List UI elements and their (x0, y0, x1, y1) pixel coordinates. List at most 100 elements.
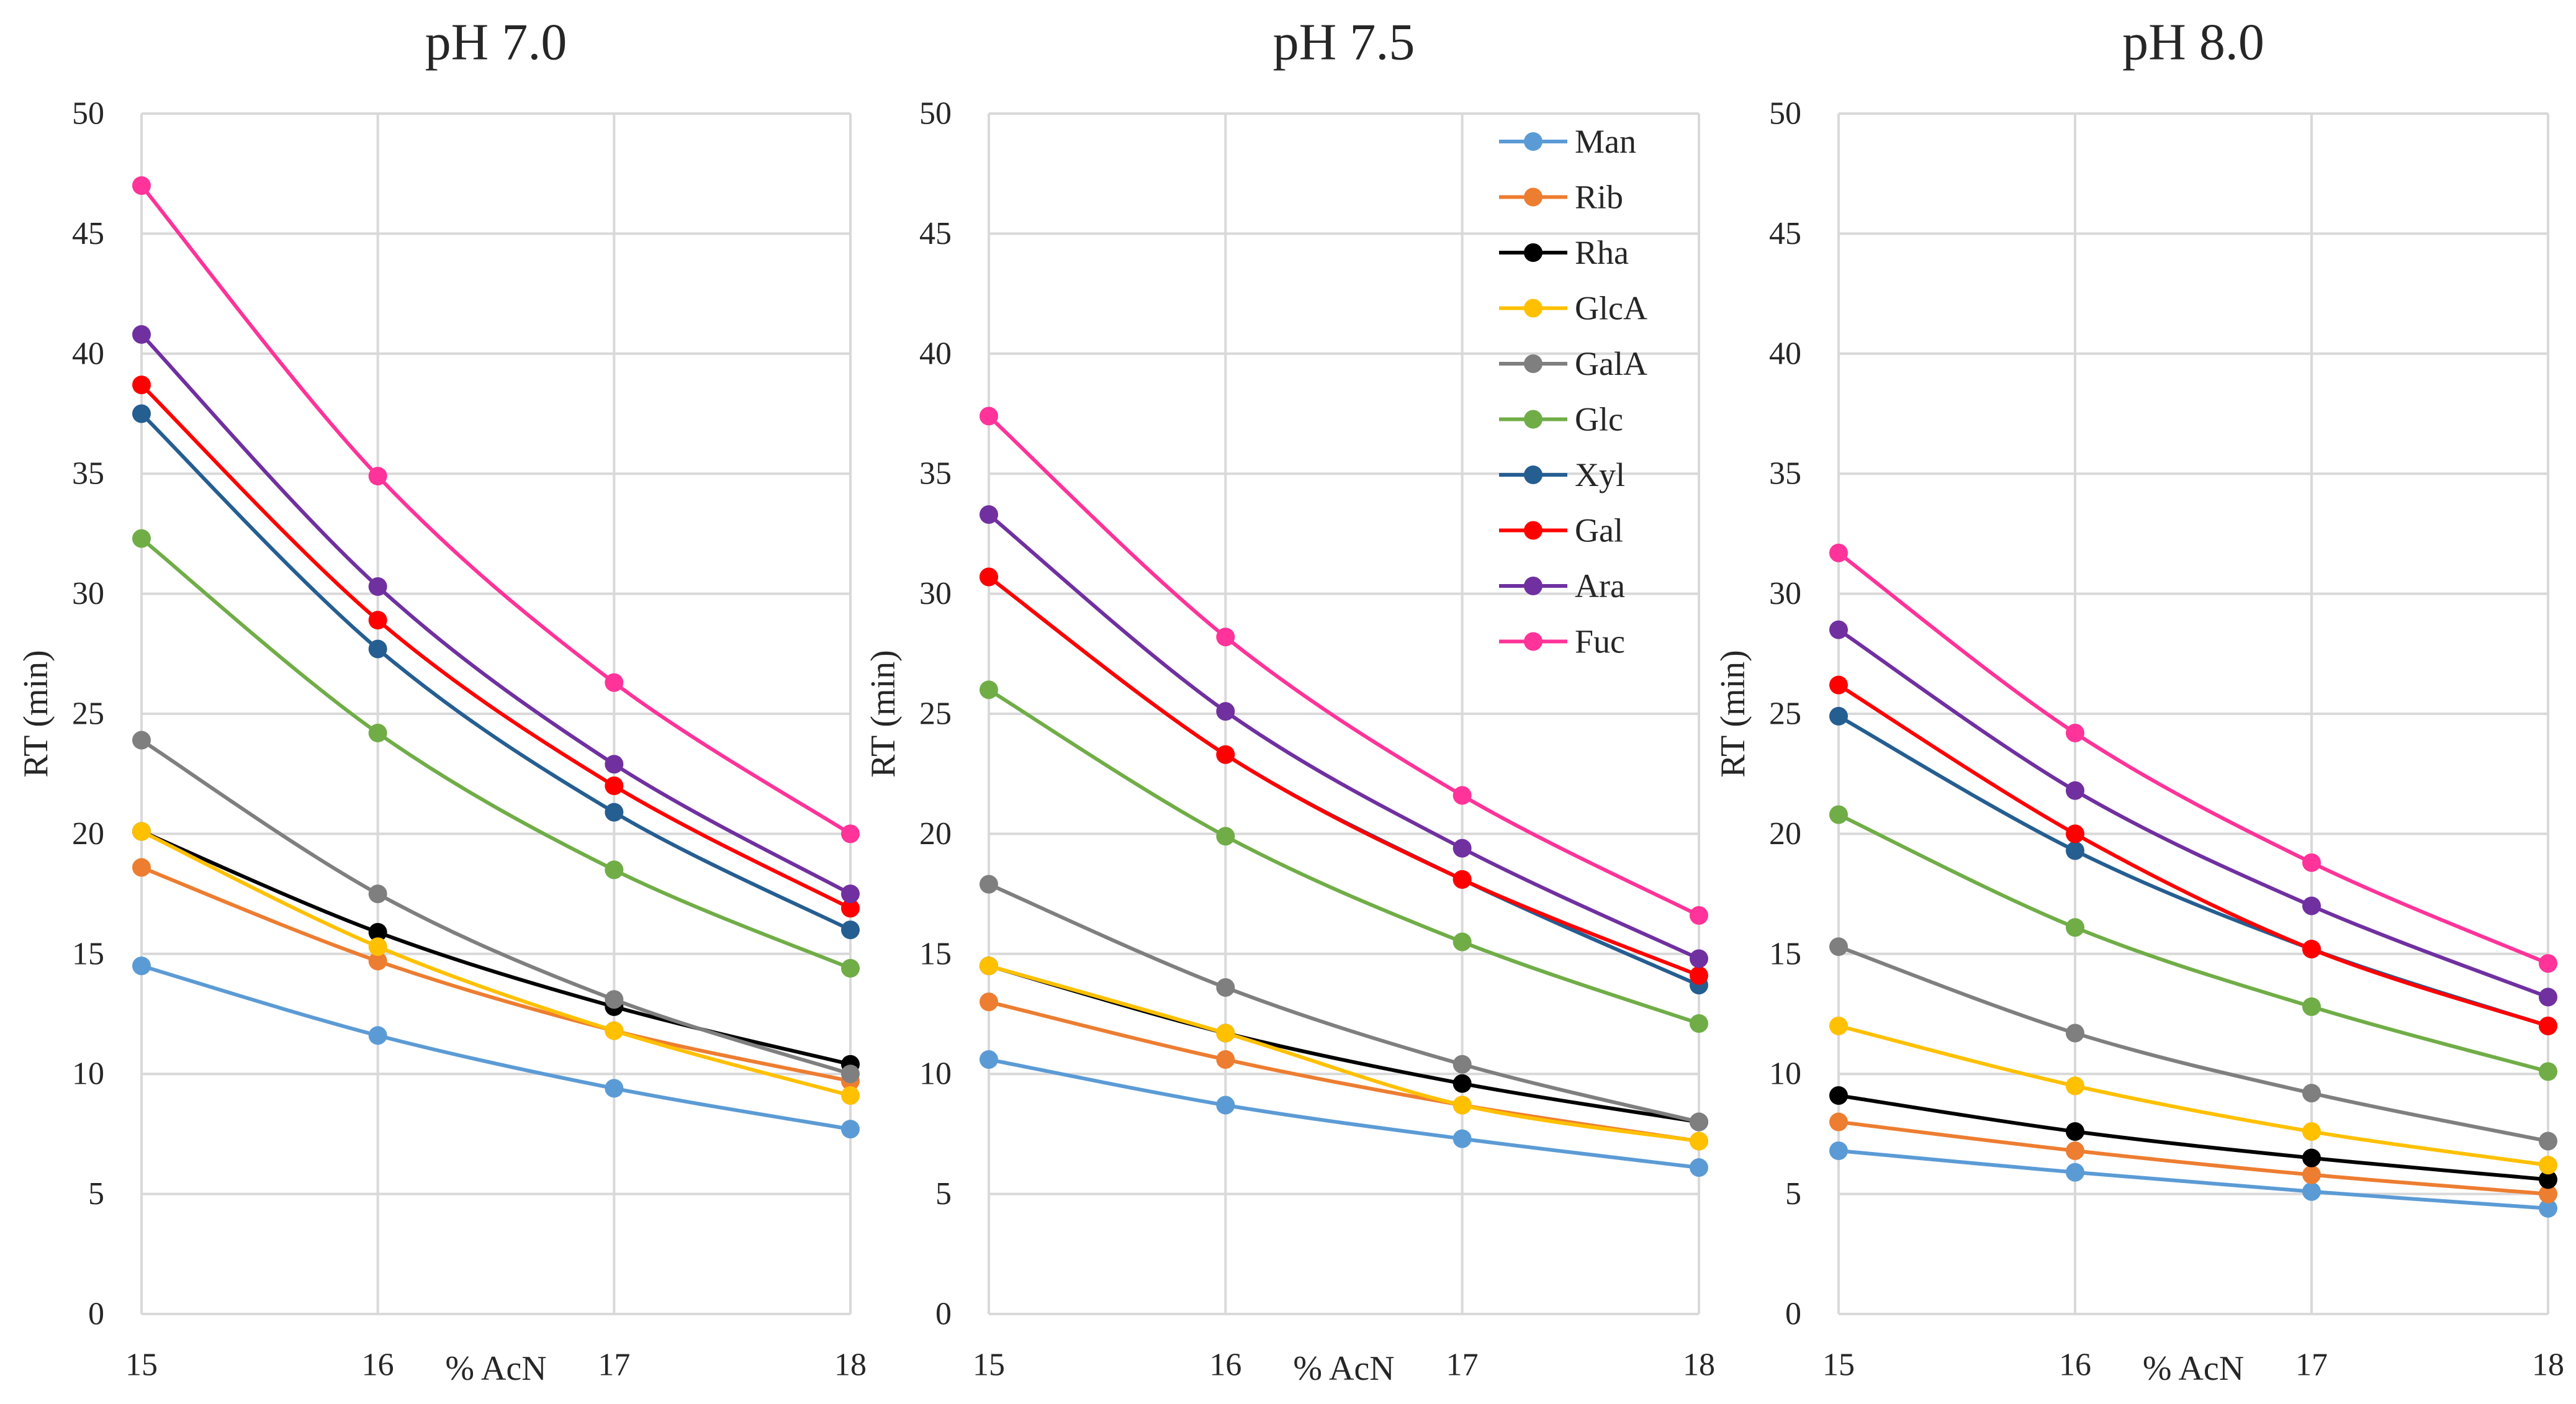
legend-item: Ara (1499, 567, 1625, 605)
series-gala (980, 875, 1708, 1132)
chart-panel: pH 8.0 0 5 10 15 20 25 30 35 40 45 50 15 16 17 18 % AcN R… (1714, 14, 2564, 1388)
y-tick-label: 10 (72, 1056, 104, 1092)
legend: Man Rib Rha GlcA GalA Glc Xyl Gal Ara Fuc (1499, 123, 1647, 660)
legend-swatch-marker (1524, 243, 1542, 262)
data-point (1452, 786, 1472, 805)
data-point (2302, 997, 2321, 1016)
y-axis-label: RT (min) (1714, 650, 1752, 778)
series-xyl (132, 404, 860, 940)
chart-title: pH 8.0 (2122, 14, 2264, 71)
data-point (368, 577, 387, 596)
series-ara (980, 505, 1708, 968)
series-line (1838, 1120, 2549, 1196)
x-tick-label: 18 (834, 1348, 867, 1383)
data-point (1829, 1086, 1848, 1105)
data-point (980, 875, 998, 894)
series-man (132, 956, 860, 1139)
data-point (132, 858, 151, 877)
legend-label: Fuc (1575, 623, 1625, 660)
data-point (2066, 1141, 2084, 1160)
data-point (1829, 543, 1848, 562)
legend-label: Xyl (1575, 456, 1625, 493)
series-fuc (132, 176, 860, 844)
data-point (1829, 805, 1848, 824)
data-point (132, 822, 151, 841)
data-point (1829, 937, 1848, 956)
x-tick-label: 17 (2295, 1348, 2328, 1383)
series-line (140, 383, 852, 910)
series-rib (1829, 1112, 2557, 1204)
data-point (841, 884, 860, 904)
legend-swatch-marker (1524, 187, 1542, 207)
y-tick-label: 15 (1769, 936, 1801, 971)
data-point (1452, 870, 1472, 889)
data-point (2539, 1062, 2557, 1081)
x-tick-label: 15 (1822, 1348, 1855, 1383)
x-tick-label: 18 (2532, 1348, 2564, 1383)
data-point (1690, 1158, 1708, 1177)
data-point (980, 992, 998, 1012)
y-tick-label: 25 (72, 696, 104, 732)
legend-label: Rha (1575, 234, 1629, 271)
data-point (1216, 827, 1235, 846)
x-axis-label: % AcN (2143, 1349, 2244, 1388)
data-point (841, 1064, 860, 1084)
data-point (2302, 1165, 2321, 1184)
data-point (132, 376, 151, 395)
series-glca (132, 822, 860, 1105)
data-point (2539, 954, 2557, 973)
data-point (368, 639, 387, 659)
series-glc (1829, 805, 2557, 1081)
series-line (140, 829, 851, 1066)
y-tick-label: 5 (935, 1176, 952, 1212)
data-point (1829, 620, 1848, 639)
data-point (2302, 940, 2321, 959)
y-tick-label: 50 (1769, 96, 1801, 132)
data-point (1216, 628, 1235, 647)
data-point (841, 959, 860, 978)
data-point (132, 731, 151, 750)
y-tick-label: 40 (1769, 336, 1801, 371)
series-gal (980, 567, 1708, 985)
data-point (2539, 1132, 2557, 1151)
series-line (140, 739, 851, 1076)
series-line (140, 865, 851, 1083)
data-point (1452, 1074, 1472, 1093)
y-tick-label: 20 (72, 816, 104, 852)
data-point (980, 680, 998, 700)
data-point (1690, 1132, 1708, 1151)
y-axis-label: RT (min) (17, 650, 55, 778)
legend-swatch-marker (1524, 410, 1542, 429)
legend-item: GlcA (1499, 290, 1647, 327)
y-tick-label: 20 (1769, 816, 1801, 852)
chart-title: pH 7.0 (425, 14, 567, 71)
legend-item: Fuc (1499, 623, 1625, 660)
series-ara (1829, 620, 2557, 1007)
series-man (1829, 1141, 2557, 1218)
series-line (1837, 714, 2549, 1028)
legend-swatch-marker (1524, 354, 1542, 373)
data-point (2066, 1122, 2084, 1141)
data-point (368, 467, 387, 486)
data-point (2302, 896, 2321, 916)
data-point (1690, 906, 1708, 925)
legend-swatch-marker (1524, 521, 1542, 540)
series-line (988, 575, 1700, 978)
y-tick-label: 10 (1769, 1056, 1801, 1092)
x-tick-label: 15 (973, 1348, 1005, 1383)
data-point (368, 937, 387, 956)
series-glc (132, 529, 860, 978)
data-point (980, 1050, 998, 1069)
series-line (1838, 1024, 2549, 1168)
data-point (1216, 1050, 1235, 1069)
data-point (841, 1120, 860, 1139)
data-point (1829, 1016, 1848, 1035)
y-tick-label: 0 (88, 1297, 104, 1332)
data-point (132, 529, 151, 548)
data-point (2539, 1170, 2557, 1189)
series-line (140, 333, 852, 896)
data-point (2539, 1016, 2557, 1035)
data-point (1452, 839, 1472, 858)
legend-swatch-marker (1524, 632, 1542, 651)
